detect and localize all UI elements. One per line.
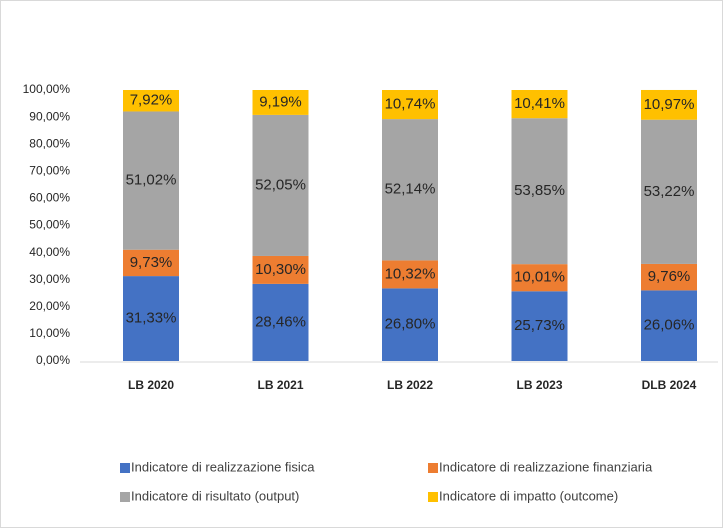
legend-swatch	[428, 492, 438, 502]
data-label: 26,80%	[385, 316, 436, 333]
bar-segment	[382, 119, 438, 261]
x-tick-label: LB 2021	[257, 378, 303, 392]
x-tick-label: LB 2020	[128, 378, 174, 392]
bar-segment	[641, 89, 697, 120]
data-label: 9,19%	[259, 93, 302, 110]
data-label: 53,85%	[514, 182, 565, 199]
bar-segment	[252, 255, 309, 284]
bar-segment	[252, 90, 309, 115]
data-label: 10,01%	[514, 269, 565, 286]
bar-segment	[641, 290, 697, 361]
bar-segment	[641, 263, 697, 291]
bar-segment	[123, 90, 179, 112]
bar-segment	[382, 90, 438, 120]
data-label: 53,22%	[644, 183, 695, 200]
y-tick-label: 40,00%	[29, 245, 70, 259]
legend-label: Indicatore di risultato (output)	[131, 488, 299, 503]
legend-label: Indicatore di impatto (outcome)	[439, 488, 618, 503]
x-tick-label: DLB 2024	[642, 378, 697, 392]
y-tick-label: 0,00%	[36, 353, 70, 367]
legend-swatch	[428, 463, 438, 473]
y-tick-label: 70,00%	[29, 163, 70, 177]
y-tick-label: 10,00%	[29, 326, 70, 340]
x-tick-label: LB 2022	[387, 378, 433, 392]
y-tick-label: 20,00%	[29, 299, 70, 313]
bar-segment	[382, 288, 438, 361]
y-tick-label: 80,00%	[29, 136, 70, 150]
data-label: 52,05%	[255, 176, 306, 193]
legend-label: Indicatore di realizzazione finanziaria	[439, 459, 653, 474]
bar-segment	[511, 264, 568, 292]
data-label: 51,02%	[126, 172, 177, 189]
bar-segment	[252, 114, 309, 256]
data-label: 31,33%	[126, 310, 177, 327]
legend-swatch	[120, 463, 130, 473]
data-label: 10,74%	[385, 96, 436, 113]
x-tick-label: LB 2023	[516, 378, 562, 392]
data-label: 9,76%	[648, 268, 691, 285]
bar-segment	[511, 118, 568, 265]
bar-segment	[511, 291, 568, 361]
data-label: 10,30%	[255, 261, 306, 278]
data-label: 25,73%	[514, 317, 565, 334]
y-tick-label: 100,00%	[23, 82, 71, 96]
y-tick-label: 30,00%	[29, 272, 70, 286]
y-tick-label: 50,00%	[29, 218, 70, 232]
bar-segment	[123, 276, 179, 361]
data-label: 10,41%	[514, 95, 565, 112]
bar-segment	[511, 90, 568, 119]
data-label: 10,32%	[385, 265, 436, 282]
data-label: 28,46%	[255, 313, 306, 330]
data-label: 10,97%	[644, 96, 695, 113]
data-label: 9,73%	[130, 254, 173, 271]
bar-segment	[252, 283, 309, 361]
bar-segment	[641, 119, 697, 264]
bar-segment	[382, 260, 438, 289]
legend-swatch	[120, 492, 130, 502]
data-label: 26,06%	[644, 317, 695, 334]
data-label: 7,92%	[130, 92, 173, 109]
y-tick-label: 90,00%	[29, 109, 70, 123]
legend-label: Indicatore di realizzazione fisica	[131, 459, 315, 474]
bar-segment	[123, 249, 179, 277]
y-tick-label: 60,00%	[29, 191, 70, 205]
data-label: 52,14%	[385, 181, 436, 198]
bar-segment	[123, 111, 179, 250]
